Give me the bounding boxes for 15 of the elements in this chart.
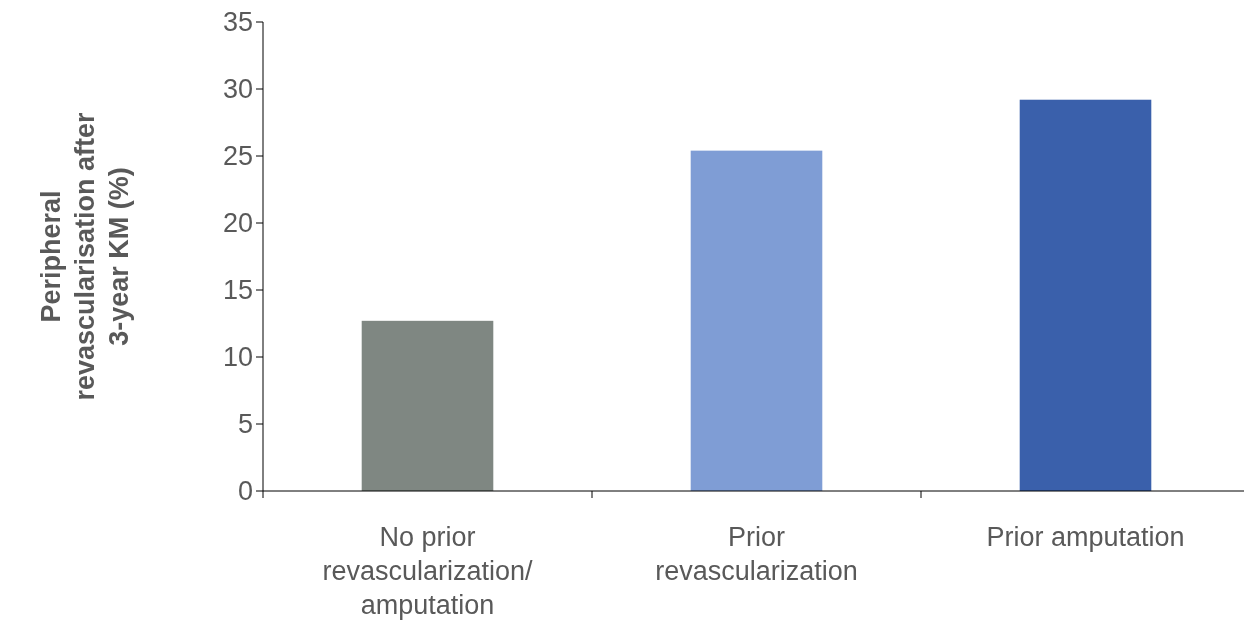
y-tick-label: 10 bbox=[222, 342, 253, 373]
x-tick-label: Prior revascularization bbox=[655, 522, 858, 586]
y-tick-label: 25 bbox=[222, 141, 253, 172]
bar bbox=[690, 150, 823, 491]
y-tick-label: 20 bbox=[222, 208, 253, 239]
y-tick-label: 0 bbox=[237, 476, 253, 507]
y-tick-label: 35 bbox=[222, 7, 253, 38]
y-axis-title: Peripheral revascularisation after 3-year KM (%) bbox=[36, 111, 134, 401]
x-tick-label: Prior amputation bbox=[986, 522, 1185, 552]
bar bbox=[361, 320, 494, 491]
y-tick-label: 5 bbox=[237, 409, 253, 440]
y-tick-label: 15 bbox=[222, 275, 253, 306]
y-tick-label: 30 bbox=[222, 74, 253, 105]
bar bbox=[1019, 99, 1152, 491]
x-tick-label: No prior revascularization/ amputation bbox=[322, 522, 534, 620]
